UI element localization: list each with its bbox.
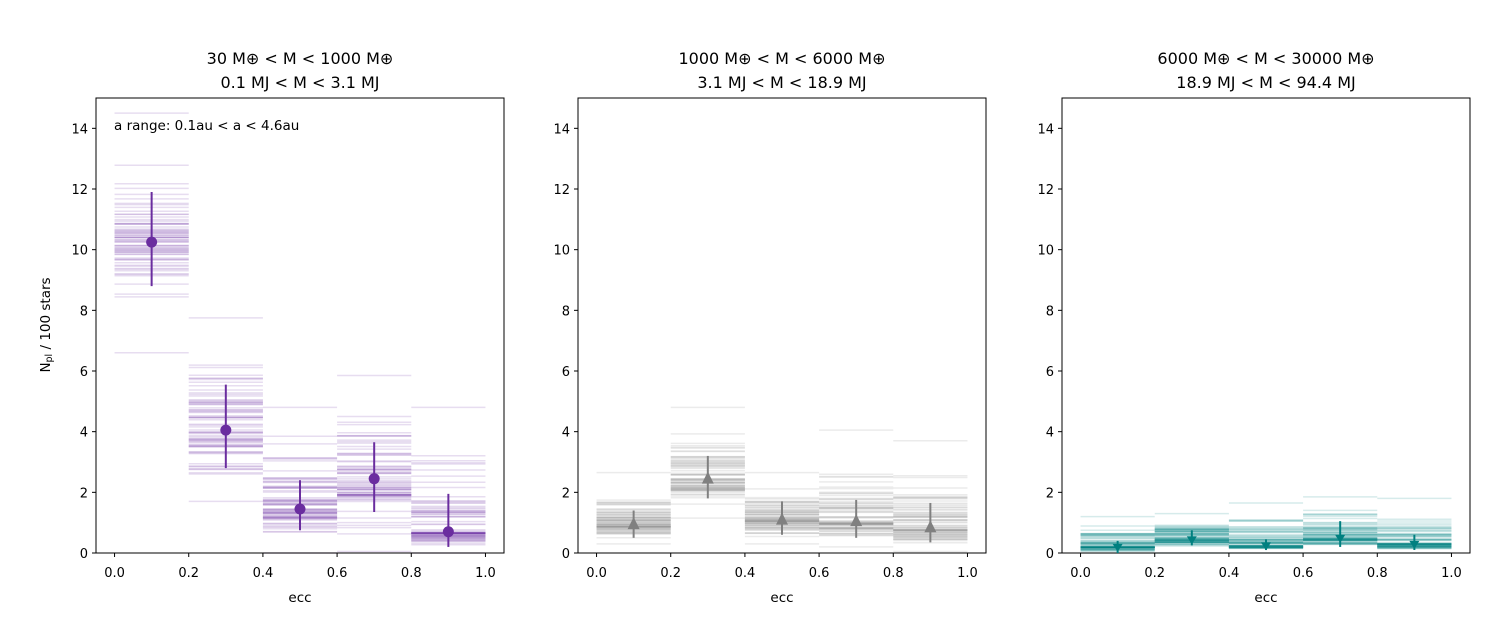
x-tick-label: 0.6: [327, 566, 348, 581]
data-point: [1335, 534, 1346, 543]
data-point: [146, 236, 158, 248]
x-tick-label: 0.0: [104, 566, 125, 581]
x-tick-label: 0.2: [660, 566, 681, 581]
x-tick-label: 0.6: [1293, 566, 1314, 581]
x-tick-label: 0.8: [1367, 566, 1388, 581]
axes-frame: [1061, 97, 1471, 554]
data-point: [1261, 542, 1271, 551]
data-point: [701, 471, 714, 484]
x-tick-label: 0.4: [735, 566, 756, 581]
x-tick-label: 0.0: [586, 566, 607, 581]
x-tick-label: 0.4: [253, 566, 274, 581]
y-tick-label: 0: [80, 547, 88, 562]
y-tick-label: 2: [80, 486, 88, 501]
y-tick-label: 10: [553, 244, 570, 259]
data-point: [294, 503, 306, 515]
x-axis-label: ecc: [770, 590, 793, 606]
annotation-a-range: a range: 0.1au < a < 4.6au: [114, 118, 299, 134]
x-axis-label: ecc: [288, 590, 311, 606]
y-tick-label: 6: [562, 365, 570, 380]
panel-2: 0.0 0.2 0.4 0.6 0.8 1.0 0 2 4 6 8 10 12 14 ecc: [553, 97, 987, 606]
x-tick-label: 1.0: [1441, 566, 1462, 581]
y-tick-label: 8: [80, 304, 88, 319]
y-tick-label: 4: [80, 426, 88, 441]
y-tick-label: 14: [553, 122, 570, 137]
data-point: [850, 514, 863, 527]
y-tick-label: 2: [1046, 486, 1054, 501]
x-tick-label: 0.0: [1070, 566, 1091, 581]
y-tick-label: 14: [1037, 122, 1054, 137]
x-tick-label: 0.8: [883, 566, 904, 581]
panel-3-title-line1: 6000 M⊕ < M < 30000 M⊕: [1157, 49, 1374, 68]
panel-3: 0.0 0.2 0.4 0.6 0.8 1.0 0 2 4 6 8 10 12 14 ecc: [1037, 97, 1471, 606]
panel-2-title-line2: 3.1 MJ < M < 18.9 MJ: [697, 73, 866, 92]
y-tick-label: 6: [1046, 365, 1054, 380]
y-tick-label: 10: [1037, 244, 1054, 259]
y-tick-label: 6: [80, 365, 88, 380]
data-point: [776, 512, 788, 525]
x-tick-label: 0.4: [1219, 566, 1240, 581]
y-tick-label: 14: [71, 122, 88, 137]
y-tick-label: 8: [1046, 304, 1054, 319]
x-tick-label: 0.2: [1144, 566, 1165, 581]
data-point: [627, 517, 640, 530]
y-axis-label: Npl / 100 stars: [38, 277, 55, 372]
y-tick-label: 12: [1037, 183, 1054, 198]
x-tick-label: 0.2: [178, 566, 199, 581]
panel-1-title-line2: 0.1 MJ < M < 3.1 MJ: [220, 73, 379, 92]
data-point: [220, 424, 232, 436]
data-point: [442, 526, 454, 538]
x-tick-label: 0.6: [809, 566, 830, 581]
panel-3-title-line2: 18.9 MJ < M < 94.4 MJ: [1176, 73, 1355, 92]
x-tick-label: 0.8: [401, 566, 422, 581]
panel-1-title-line1: 30 M⊕ < M < 1000 M⊕: [207, 49, 394, 68]
x-tick-label: 1.0: [957, 566, 978, 581]
axes-frame: [577, 97, 987, 554]
y-tick-label: 8: [562, 304, 570, 319]
x-tick-label: 1.0: [475, 566, 496, 581]
data-point: [368, 473, 380, 485]
y-tick-label: 0: [562, 547, 570, 562]
data-point: [1112, 543, 1123, 552]
y-tick-label: 0: [1046, 547, 1054, 562]
y-tick-label: 12: [71, 183, 88, 198]
y-tick-label: 4: [1046, 426, 1054, 441]
panel-2-title-line1: 1000 M⊕ < M < 6000 M⊕: [679, 49, 886, 68]
data-point: [924, 520, 937, 533]
x-axis-label: ecc: [1254, 590, 1277, 606]
axes-frame: [95, 97, 505, 554]
data-point: [1409, 540, 1420, 549]
data-point: [1186, 536, 1197, 545]
y-tick-label: 10: [71, 244, 88, 259]
panel-1: 0.0 0.2 0.4 0.6 0.8 1.0 0 2 4 6 8 10 12 14 ecc a range:…: [71, 97, 505, 606]
y-tick-label: 2: [562, 486, 570, 501]
y-tick-label: 12: [553, 183, 570, 198]
y-tick-label: 4: [562, 426, 570, 441]
